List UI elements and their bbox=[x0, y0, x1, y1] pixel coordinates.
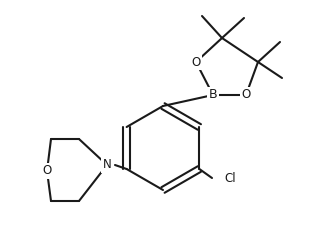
Text: O: O bbox=[191, 55, 201, 68]
Text: Cl: Cl bbox=[224, 172, 236, 185]
Text: O: O bbox=[42, 164, 52, 177]
Text: O: O bbox=[241, 88, 251, 101]
Text: N: N bbox=[103, 159, 111, 172]
Text: B: B bbox=[209, 88, 217, 101]
